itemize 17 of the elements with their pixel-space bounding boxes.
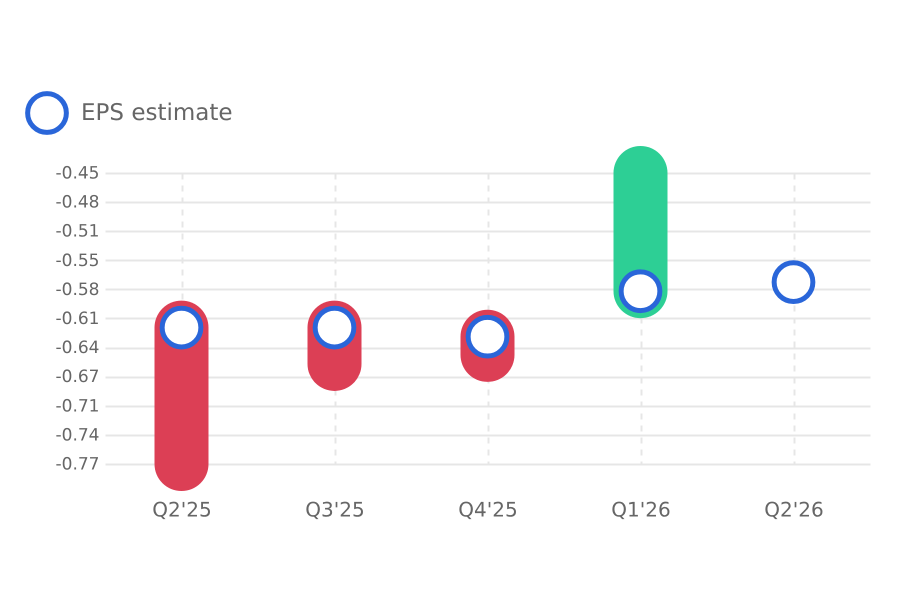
y-tick-label: -0.45 (56, 164, 100, 184)
y-tick-label: -0.71 (56, 396, 100, 416)
y-tick-label: -0.74 (56, 425, 100, 446)
x-tick-label: Q2'26 (764, 498, 824, 522)
x-tick-label: Q2'25 (152, 498, 212, 522)
y-tick-label: -0.61 (56, 309, 100, 329)
y-tick-label: -0.64 (56, 338, 100, 358)
x-tick-label: Q4'25 (458, 498, 518, 522)
y-tick-label: -0.55 (56, 250, 100, 271)
y-tick-label: -0.67 (56, 367, 100, 388)
x-tick-label: Q1'26 (611, 498, 671, 522)
y-tick-label: -0.51 (56, 222, 100, 242)
legend-label: EPS estimate (81, 100, 233, 126)
y-tick-label: -0.58 (56, 280, 100, 300)
x-tick-label: Q3'25 (305, 498, 365, 522)
y-tick-label: -0.48 (56, 192, 100, 213)
y-tick-label: -0.77 (56, 454, 100, 474)
